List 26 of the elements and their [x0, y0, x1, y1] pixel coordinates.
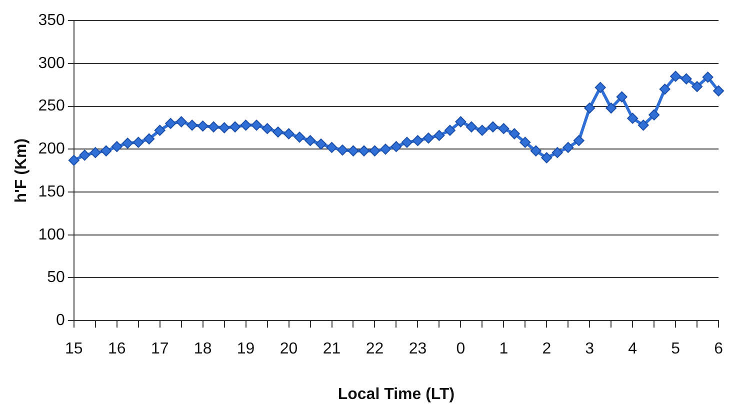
x-tick-label: 16 — [108, 340, 126, 358]
x-tick-label: 0 — [456, 340, 466, 358]
x-tick-label: 6 — [714, 340, 724, 358]
y-tick-label: 50 — [47, 269, 65, 286]
y-tick-label: 100 — [38, 226, 65, 244]
y-tick-label: 0 — [56, 312, 65, 330]
y-tick-label: 300 — [38, 54, 65, 72]
y-tick-label: 200 — [38, 140, 65, 158]
y-tick-label: 250 — [38, 98, 65, 115]
x-tick-label: 20 — [280, 340, 298, 358]
x-tick-label: 1 — [499, 340, 508, 358]
x-tick-label: 17 — [150, 340, 169, 358]
x-tick-label: 21 — [322, 340, 341, 358]
y-axis-title: h'F (Km) — [13, 138, 30, 203]
x-tick-label: 23 — [408, 340, 427, 358]
x-tick-label: 18 — [194, 340, 212, 358]
y-tick-label: 350 — [38, 12, 65, 30]
x-tick-label: 22 — [366, 340, 384, 358]
x-axis-title: Local Time (LT) — [338, 386, 455, 403]
x-tick-label: 3 — [585, 340, 594, 358]
y-tick-label: 150 — [38, 183, 65, 200]
x-tick-label: 4 — [628, 340, 638, 358]
x-tick-label: 2 — [542, 340, 552, 358]
x-tick-label: 5 — [671, 340, 680, 358]
x-tick-label: 19 — [236, 340, 255, 358]
x-tick-label: 15 — [64, 340, 83, 358]
